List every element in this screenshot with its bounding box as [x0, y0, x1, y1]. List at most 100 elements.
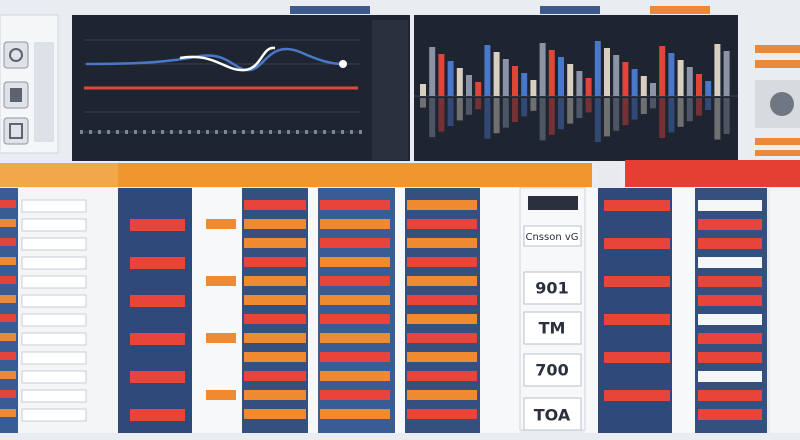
bar-reflection [475, 98, 482, 110]
axis-tick [251, 130, 254, 134]
status-bar [755, 60, 800, 68]
top-strip [650, 6, 710, 14]
axis-tick [341, 130, 344, 134]
cell-bar [698, 238, 762, 249]
bar [521, 73, 528, 96]
axis-tick [332, 130, 335, 134]
bar-reflection [714, 98, 721, 140]
axis-tick [188, 130, 191, 134]
top-strip [540, 6, 600, 14]
bar [447, 61, 454, 96]
list-row [21, 256, 87, 270]
bar [502, 59, 509, 96]
bar [723, 51, 730, 96]
table-value: 700 [535, 361, 568, 380]
axis-tick [278, 130, 281, 134]
bar-reflection [659, 98, 666, 138]
column-divider [395, 188, 405, 433]
highlight-line [179, 46, 276, 72]
cell-bar [206, 390, 236, 400]
bar [558, 57, 564, 96]
bar [714, 44, 721, 96]
table-cell [523, 353, 582, 387]
list-row [21, 370, 87, 384]
cell-bar [130, 409, 185, 421]
cell-bar [698, 409, 762, 420]
list-row [21, 237, 87, 251]
end-marker [339, 60, 347, 68]
cell-bar [130, 295, 185, 307]
bar [576, 71, 583, 96]
cell-bar [0, 352, 16, 360]
cell-bar [244, 200, 306, 210]
cell-bar [320, 276, 390, 286]
tool-button[interactable] [3, 41, 29, 69]
bar [604, 48, 610, 96]
cell-bar [244, 314, 306, 324]
table-cell [523, 271, 582, 305]
bar-reflection [429, 98, 436, 138]
bar-reflection [723, 98, 730, 134]
cell-bar [0, 295, 16, 303]
cell-bar [0, 200, 16, 208]
bar [548, 50, 555, 96]
axis-tick [314, 130, 317, 134]
axis-tick [161, 130, 164, 134]
cell-bar [407, 371, 477, 381]
cell-bar [320, 352, 390, 362]
bar-reflection [686, 98, 693, 122]
table-value: 901 [535, 279, 568, 298]
cell-bar [0, 219, 16, 227]
bar [530, 80, 537, 96]
cell-bar [206, 276, 236, 286]
bar [650, 83, 656, 96]
table-value: TM [539, 319, 566, 338]
cell-bar [130, 371, 185, 383]
cell-bar [698, 295, 762, 306]
bar-reflection [484, 98, 491, 139]
tool-button[interactable] [3, 117, 29, 145]
cell-bar [698, 276, 762, 287]
bar [456, 68, 463, 96]
column-divider [480, 188, 520, 433]
bar [429, 47, 436, 96]
status-bar [755, 138, 800, 145]
column-panel [770, 188, 800, 433]
cell-bar [244, 409, 306, 419]
list-row [21, 389, 87, 403]
cell-bar [244, 276, 306, 286]
cell-bar [320, 219, 390, 229]
axis-tick [89, 130, 92, 134]
bar [668, 53, 675, 96]
bar-reflection [668, 98, 675, 133]
cell-bar [0, 257, 16, 265]
bar [475, 82, 482, 96]
settings-icon[interactable] [770, 92, 794, 116]
axis-tick [305, 130, 308, 134]
cell-bar [407, 295, 477, 305]
cell-bar [604, 200, 670, 211]
cell-bar [604, 390, 670, 401]
bar [539, 43, 546, 96]
cell-bar [698, 390, 762, 401]
cell-bar [320, 409, 390, 419]
bar-reflection [558, 98, 564, 130]
cell-bar [320, 200, 390, 210]
cell-bar [407, 219, 477, 229]
bar [567, 64, 574, 96]
list-row [21, 218, 87, 232]
bar [696, 74, 702, 96]
bar-reflection [594, 98, 601, 142]
cell-bar [0, 314, 16, 322]
banner [625, 160, 800, 187]
bar [484, 45, 491, 96]
cell-bar [0, 409, 16, 417]
bar-reflection [622, 98, 629, 126]
list-row [21, 313, 87, 327]
bar-reflection [530, 98, 537, 111]
cell-bar [0, 238, 16, 246]
bar-reflection [705, 98, 712, 110]
bar-reflection [631, 98, 638, 120]
cell-bar [320, 314, 390, 324]
